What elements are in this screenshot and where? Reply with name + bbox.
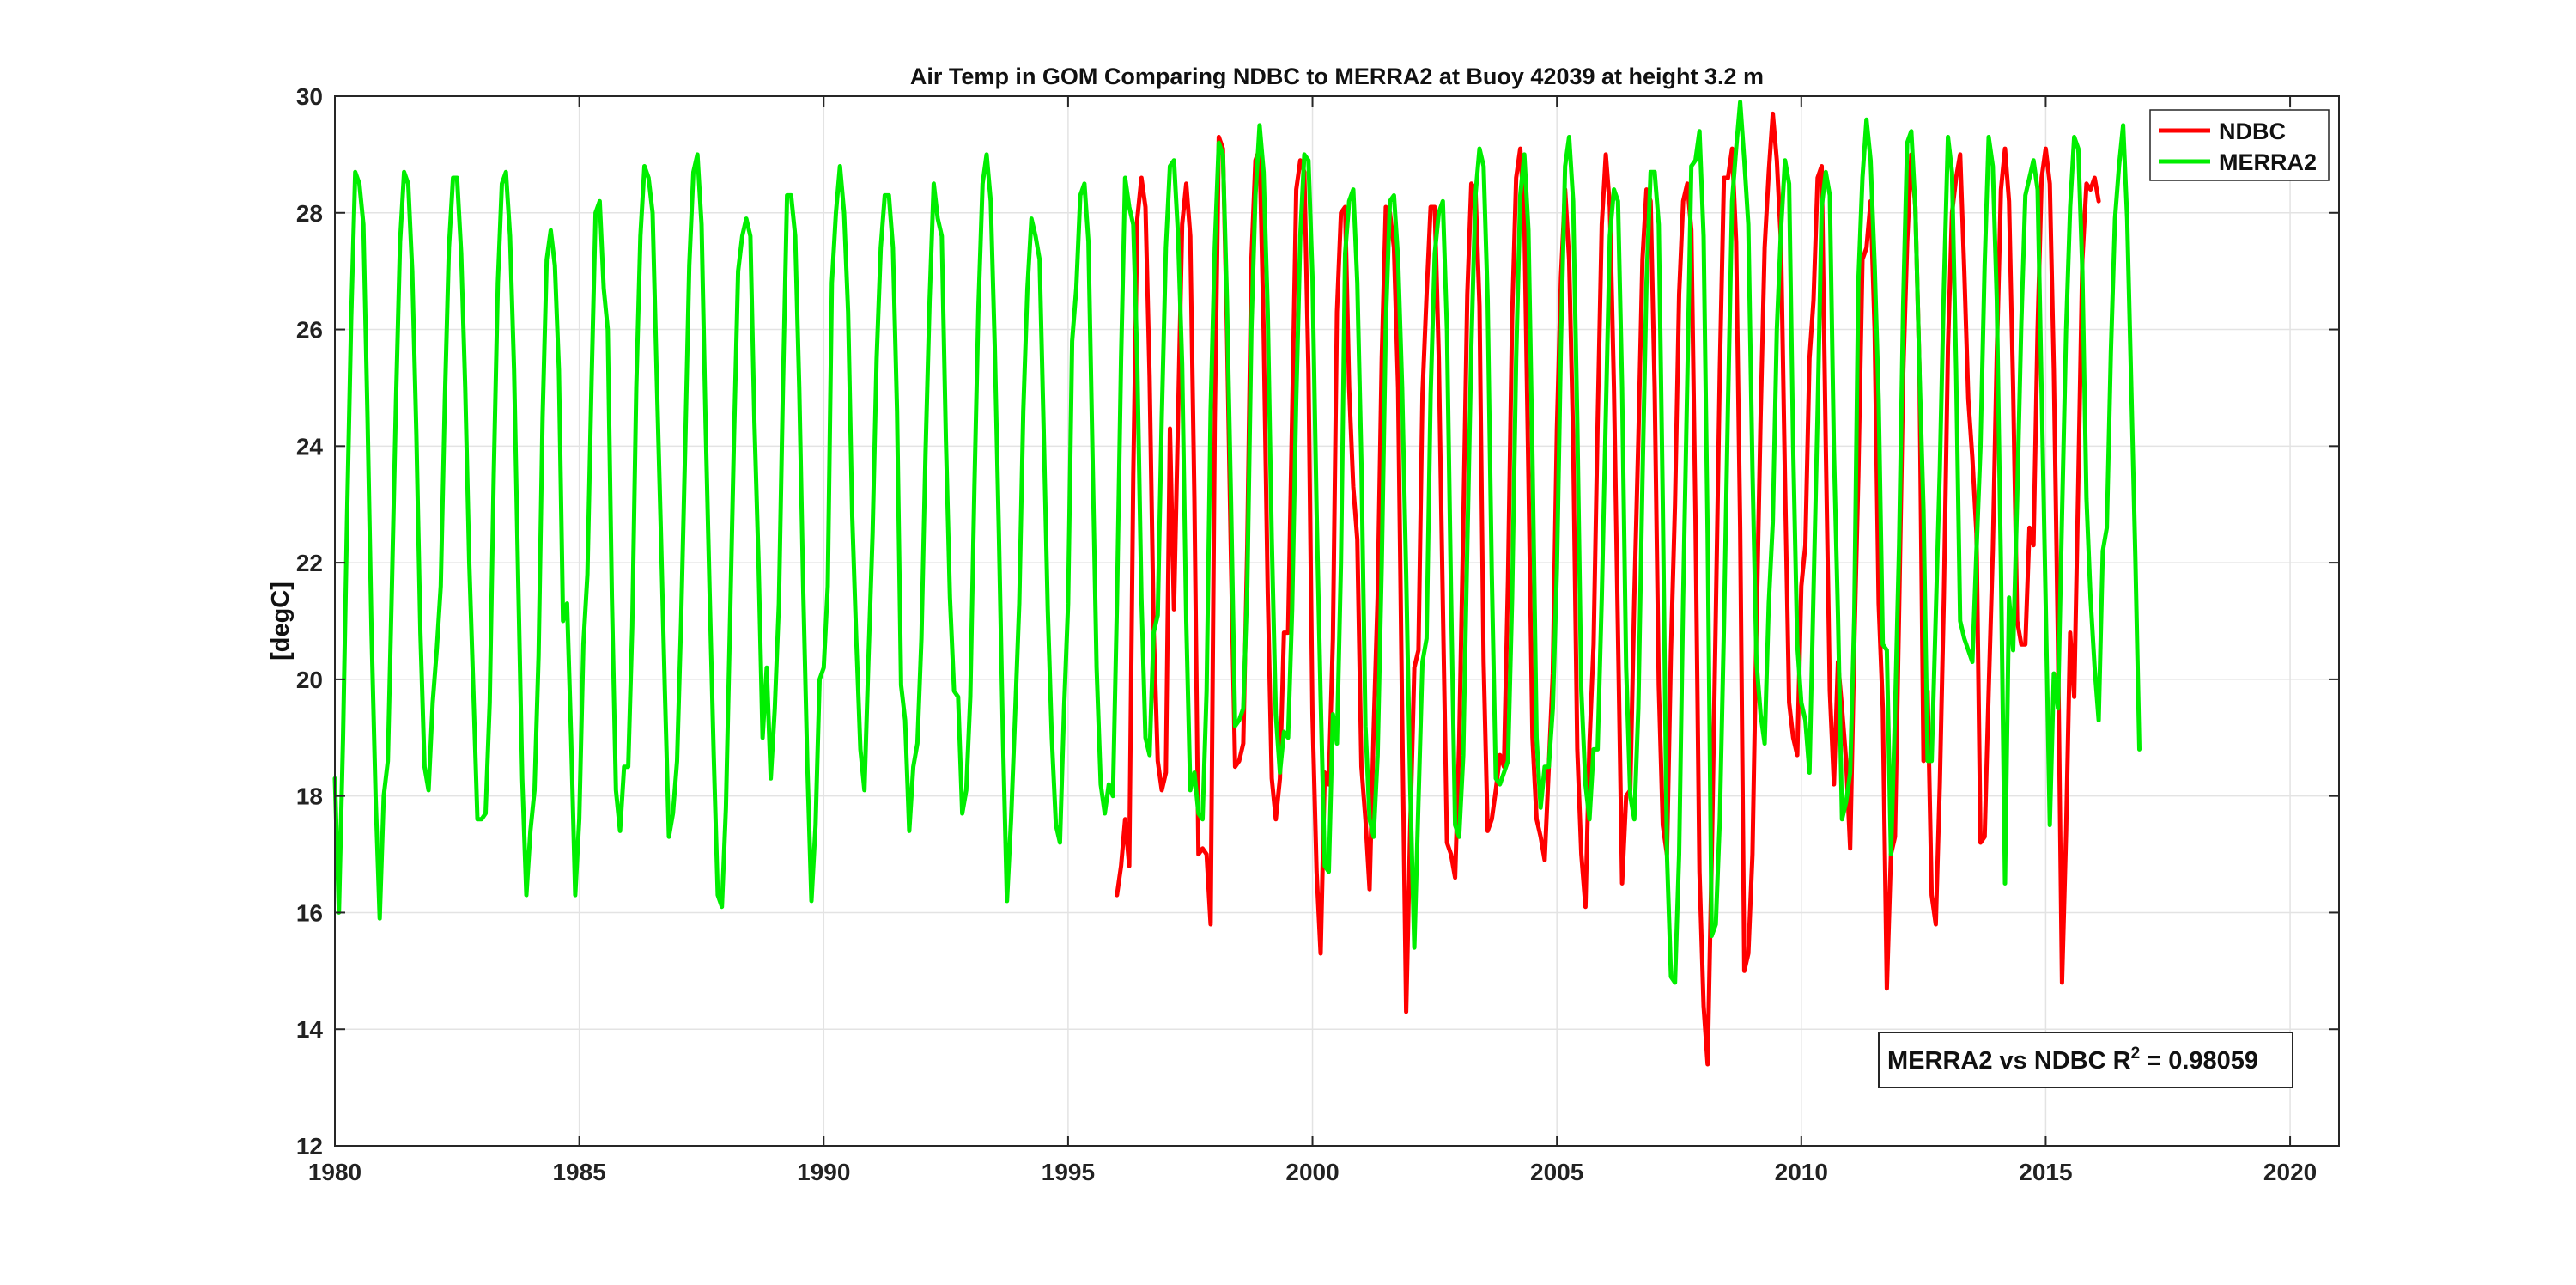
series-line-merra2 (332, 100, 2142, 985)
legend: NDBC MERRA2 (2149, 109, 2330, 181)
r-squared-value: = 0.98059 (2140, 1047, 2258, 1075)
x-tick-label: 2005 (1530, 1159, 1583, 1185)
y-tick-label: 12 (296, 1133, 323, 1160)
x-tick-label: 1980 (308, 1159, 361, 1185)
legend-label-merra2: MERRA2 (2219, 149, 2317, 175)
annotation-box (1878, 1032, 2293, 1088)
x-tick-label: 2015 (2019, 1159, 2072, 1185)
x-tick-label: 1985 (552, 1159, 605, 1185)
r-squared-text: MERRA2 vs NDBC R2 = 0.98059 (1887, 1044, 2258, 1075)
r-squared-prefix: MERRA2 vs NDBC R (1887, 1047, 2131, 1075)
x-tick-label: 2010 (1775, 1159, 1828, 1185)
y-tick-label: 18 (296, 783, 323, 810)
axis-ticks: 1980 1985 1990 1995 2000 2005 2010 2015 2020 12 14… (296, 83, 2339, 1185)
y-tick-label: 30 (296, 83, 323, 110)
y-tick-label: 20 (296, 667, 323, 693)
y-axis-label: [degC] (267, 582, 295, 661)
y-tick-label: 24 (296, 433, 324, 460)
y-tick-label: 16 (296, 899, 323, 926)
y-tick-label: 28 (296, 200, 323, 227)
chart-title: Air Temp in GOM Comparing NDBC to MERRA2… (910, 64, 1764, 89)
x-tick-label: 2000 (1285, 1159, 1339, 1185)
r-squared-annotation: MERRA2 vs NDBC R2 = 0.98059 (1878, 1032, 2293, 1088)
plot-area (332, 100, 2142, 1067)
axes-frame (334, 95, 2340, 1147)
legend-label-ndbc: NDBC (2219, 119, 2286, 144)
legend-box (2149, 109, 2330, 181)
x-tick-label: 1995 (1042, 1159, 1095, 1185)
x-tick-label: 1990 (797, 1159, 850, 1185)
y-tick-label: 14 (296, 1016, 324, 1043)
r-squared-superscript: 2 (2131, 1044, 2141, 1063)
y-tick-label: 26 (296, 317, 323, 344)
y-tick-label: 22 (296, 550, 323, 576)
x-tick-label: 2020 (2263, 1159, 2317, 1185)
